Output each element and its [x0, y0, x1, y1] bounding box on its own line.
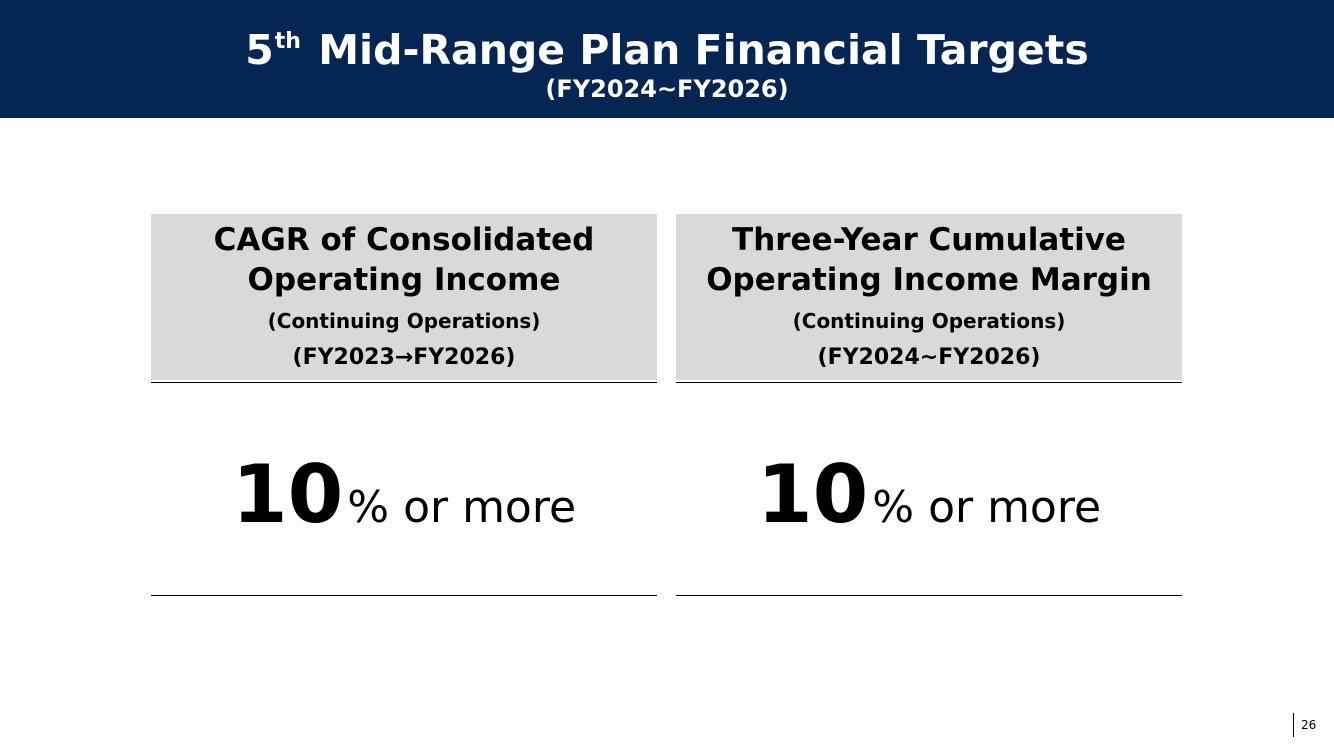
page-number: 26 — [1293, 713, 1316, 737]
card-divider-top — [151, 382, 657, 383]
card-heading-box: Three-Year Cumulative Operating Income M… — [676, 214, 1182, 380]
target-number: 10 — [756, 448, 869, 541]
slide-subtitle: (FY2024~FY2026) — [545, 75, 789, 103]
card-note: (Continuing Operations) — [792, 309, 1066, 333]
title-number: 5 — [245, 26, 274, 74]
slide-title: 5th Mid-Range Plan Financial Targets — [0, 16, 1334, 76]
target-card-margin: Three-Year Cumulative Operating Income M… — [676, 214, 1182, 596]
card-period: (FY2024~FY2026) — [817, 345, 1041, 370]
target-unit: % or more — [347, 482, 577, 533]
card-divider-bottom — [151, 595, 657, 596]
card-divider-bottom — [676, 595, 1182, 596]
card-heading-box: CAGR of Consolidated Operating Income (C… — [151, 214, 657, 380]
target-number: 10 — [231, 448, 344, 541]
target-value: 10% or more — [676, 450, 1182, 562]
target-value: 10% or more — [151, 450, 657, 562]
title-ordinal-suffix: th — [274, 29, 301, 54]
target-unit: % or more — [872, 482, 1102, 533]
card-heading-line2: Operating Income — [247, 262, 561, 298]
slide-header: 5th Mid-Range Plan Financial Targets (FY… — [0, 0, 1334, 118]
card-note: (Continuing Operations) — [267, 309, 541, 333]
title-text: Mid-Range Plan Financial Targets — [318, 26, 1089, 74]
target-card-cagr: CAGR of Consolidated Operating Income (C… — [151, 214, 657, 596]
card-period: (FY2023→FY2026) — [292, 345, 516, 370]
card-heading-line1: CAGR of Consolidated — [213, 222, 595, 258]
card-heading-line2: Operating Income Margin — [706, 262, 1152, 298]
card-heading-line1: Three-Year Cumulative — [732, 222, 1126, 258]
card-divider-top — [676, 382, 1182, 383]
